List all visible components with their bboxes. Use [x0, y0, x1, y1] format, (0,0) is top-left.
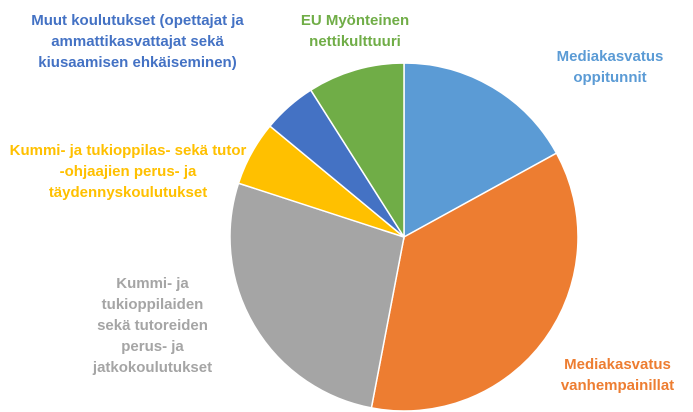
slice-label: EU Myönteinen nettikulttuuri [300, 12, 410, 50]
slice-label: Kummi- ja tukioppilas- sekä tutor -ohjaa… [9, 142, 247, 201]
slice-label: Muut koulutukset (opettajat ja ammattika… [31, 12, 244, 71]
pie-slice [309, 62, 405, 240]
pie-slice [370, 152, 579, 412]
slice-label: Mediakasvatus vanhempainillat [560, 356, 675, 394]
pie-slice [229, 182, 405, 409]
slice-label: Mediakasvatus oppitunnit [556, 48, 664, 86]
slice-label: Kummi- ja tukioppilaiden sekä tutoreiden… [92, 275, 213, 376]
pie-slice [403, 62, 558, 239]
